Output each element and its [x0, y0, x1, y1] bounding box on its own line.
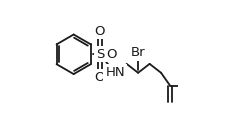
Text: O: O — [95, 25, 105, 38]
Text: Br: Br — [131, 46, 145, 59]
Text: HN: HN — [105, 66, 125, 79]
Text: O: O — [106, 48, 117, 61]
Text: S: S — [96, 48, 104, 61]
Text: O: O — [95, 71, 105, 84]
